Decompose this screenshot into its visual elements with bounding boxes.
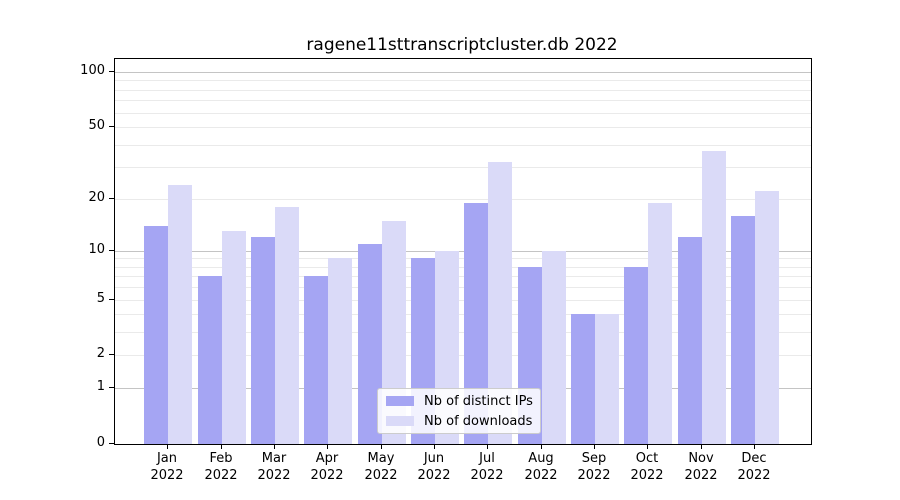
- gridline-minor: [115, 167, 811, 168]
- bar-distinct-ips-sep: [571, 314, 595, 444]
- gridline-minor: [115, 199, 811, 200]
- x-tick-label-jan: Jan 2022: [150, 451, 184, 483]
- x-tick-mark: [221, 444, 222, 449]
- y-tick-label: 5: [96, 291, 105, 306]
- gridline-minor: [115, 90, 811, 91]
- x-tick-mark: [701, 444, 702, 449]
- bar-distinct-ips-apr: [304, 276, 328, 444]
- legend-entry-distinct-ips: Nb of distinct IPs: [386, 394, 540, 409]
- bar-distinct-ips-feb: [198, 276, 222, 444]
- legend-label-distinct-ips: Nb of distinct IPs: [424, 393, 533, 409]
- x-tick-label-feb: Feb 2022: [204, 451, 238, 483]
- x-tick-label-jul: Jul 2022: [470, 451, 504, 483]
- gridline-minor: [115, 100, 811, 101]
- x-tick-label-dec: Dec 2022: [737, 451, 771, 483]
- bar-downloads-aug: [542, 251, 566, 444]
- x-tick-label-sep: Sep 2022: [577, 451, 611, 483]
- x-tick-mark: [754, 444, 755, 449]
- gridline-major: [115, 251, 811, 252]
- x-tick-mark: [167, 444, 168, 449]
- legend-swatch-downloads: [386, 416, 414, 426]
- x-tick-label-may: May 2022: [364, 451, 398, 483]
- x-tick-mark: [381, 444, 382, 449]
- bar-downloads-nov: [702, 151, 726, 444]
- y-tick-label: 20: [88, 190, 105, 205]
- gridline-major: [115, 72, 811, 73]
- bar-distinct-ips-mar: [251, 237, 275, 444]
- bar-downloads-oct: [648, 203, 672, 444]
- x-tick-label-jun: Jun 2022: [417, 451, 451, 483]
- legend-swatch-distinct-ips: [386, 396, 414, 406]
- x-tick-label-oct: Oct 2022: [630, 451, 664, 483]
- y-tick-mark: [109, 443, 114, 444]
- x-tick-mark: [594, 444, 595, 449]
- x-tick-mark: [327, 444, 328, 449]
- y-tick-label: 100: [80, 63, 105, 78]
- bar-downloads-jan: [168, 185, 192, 444]
- gridline-minor: [115, 300, 811, 301]
- legend-entry-downloads: Nb of downloads: [386, 414, 540, 429]
- gridline-minor: [115, 145, 811, 146]
- x-tick-label-aug: Aug 2022: [524, 451, 558, 483]
- bar-distinct-ips-dec: [731, 216, 755, 444]
- gridline-minor: [115, 267, 811, 268]
- y-tick-label: 50: [88, 118, 105, 133]
- x-tick-mark: [487, 444, 488, 449]
- gridline-minor: [115, 276, 811, 277]
- chart-title: ragene11sttranscriptcluster.db 2022: [306, 35, 618, 55]
- y-tick-mark: [109, 71, 114, 72]
- legend: Nb of distinct IPs Nb of downloads: [377, 388, 541, 434]
- plot-area: [114, 58, 812, 445]
- y-tick-label: 10: [88, 242, 105, 257]
- bar-distinct-ips-nov: [678, 237, 702, 444]
- bar-distinct-ips-oct: [624, 267, 648, 444]
- x-tick-mark: [647, 444, 648, 449]
- bar-downloads-dec: [755, 191, 779, 444]
- bar-downloads-sep: [595, 314, 619, 444]
- y-tick-mark: [109, 250, 114, 251]
- bar-downloads-apr: [328, 258, 352, 444]
- x-tick-mark: [541, 444, 542, 449]
- y-tick-label: 2: [96, 346, 105, 361]
- bar-downloads-mar: [275, 207, 299, 444]
- gridline-minor: [115, 287, 811, 288]
- y-tick-mark: [109, 198, 114, 199]
- y-tick-label: 0: [96, 435, 105, 450]
- gridline-minor: [115, 80, 811, 81]
- y-tick-mark: [109, 126, 114, 127]
- x-tick-label-mar: Mar 2022: [257, 451, 291, 483]
- y-tick-mark: [109, 299, 114, 300]
- gridline-minor: [115, 314, 811, 315]
- y-tick-mark: [109, 387, 114, 388]
- bar-distinct-ips-jan: [144, 226, 168, 444]
- bar-downloads-feb: [222, 231, 246, 444]
- x-tick-label-apr: Apr 2022: [310, 451, 344, 483]
- x-tick-label-nov: Nov 2022: [684, 451, 718, 483]
- x-tick-mark: [274, 444, 275, 449]
- gridline-minor: [115, 113, 811, 114]
- legend-label-downloads: Nb of downloads: [424, 413, 533, 429]
- gridline-minor: [115, 355, 811, 356]
- gridline-minor: [115, 258, 811, 259]
- gridline-minor: [115, 127, 811, 128]
- y-tick-mark: [109, 354, 114, 355]
- gridline-minor: [115, 332, 811, 333]
- x-tick-mark: [434, 444, 435, 449]
- y-tick-label: 1: [96, 379, 105, 394]
